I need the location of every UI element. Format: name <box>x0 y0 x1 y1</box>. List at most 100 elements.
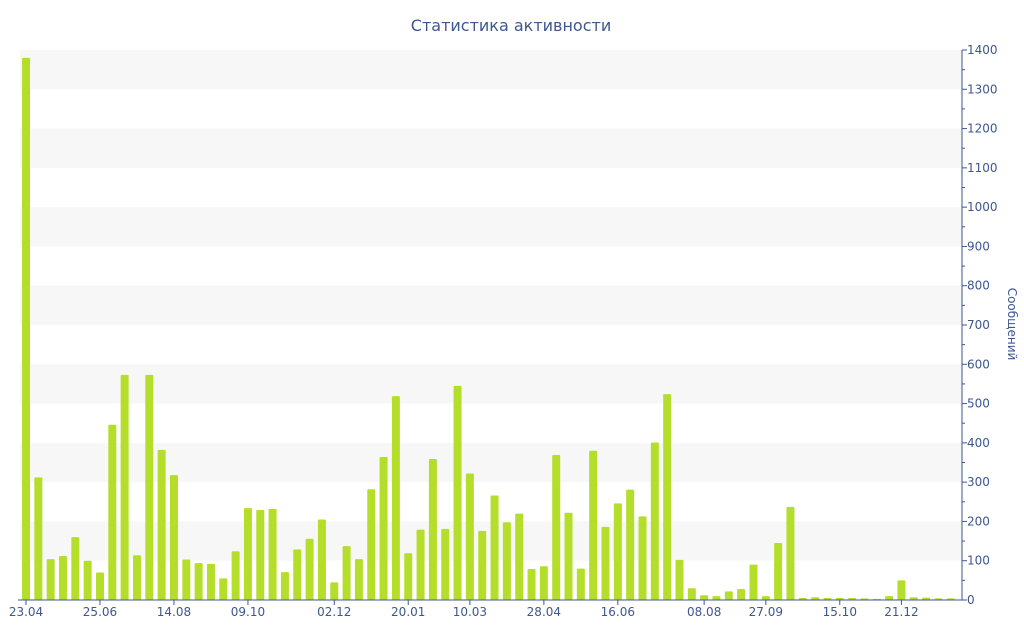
grid-band <box>20 364 962 404</box>
bar <box>330 582 339 600</box>
bar <box>83 560 92 600</box>
bar <box>490 495 499 600</box>
grid-band <box>20 285 962 325</box>
x-tick-label: 25.06 <box>83 605 117 619</box>
bar <box>786 506 795 600</box>
bar <box>749 564 758 600</box>
bar <box>206 563 215 600</box>
bar <box>601 526 610 600</box>
bar <box>589 450 598 600</box>
bar <box>712 596 721 600</box>
bar <box>132 555 141 600</box>
bar <box>576 568 585 600</box>
y-tick-label: 400 <box>967 436 990 450</box>
bar <box>219 578 228 600</box>
bar <box>22 57 30 601</box>
x-axis: 23.04 25.06 14.08 09.10 02.12 20.01 10.03 28.04… <box>9 599 962 619</box>
y-tick-label: 1000 <box>967 200 998 214</box>
bar <box>515 513 524 600</box>
y-tick-label: 300 <box>967 475 990 489</box>
bar <box>305 538 314 600</box>
y-tick-label: 600 <box>967 357 990 371</box>
y-tick-label: 1400 <box>967 43 998 57</box>
bar <box>354 559 363 600</box>
bar <box>700 595 709 600</box>
x-tick-label: 16.06 <box>601 605 635 619</box>
y-axis: 0 100 200 300 400 500 600 700 800 900 1000 1100 1200… <box>961 43 998 607</box>
bar <box>687 588 696 600</box>
y-tick-label: 0 <box>967 593 975 607</box>
bar <box>761 596 770 600</box>
grid-band <box>20 50 962 90</box>
bar <box>71 537 80 600</box>
x-tick-label: 08.08 <box>687 605 721 619</box>
bar <box>811 597 820 600</box>
bar <box>737 589 746 600</box>
bar <box>169 475 178 600</box>
bar-series <box>22 57 955 601</box>
bar <box>108 424 117 600</box>
x-tick-label: 20.01 <box>391 605 425 619</box>
y-tick-label: 1200 <box>967 122 998 136</box>
bar <box>391 396 400 600</box>
y-tick-label: 700 <box>967 318 990 332</box>
bar <box>194 563 203 600</box>
x-tick-label: 02.12 <box>317 605 351 619</box>
bar <box>922 597 931 600</box>
bar <box>243 508 252 600</box>
bar <box>280 572 289 600</box>
y-tick-label: 900 <box>967 239 990 253</box>
y-tick-label: 800 <box>967 279 990 293</box>
x-tick-label: 27.09 <box>749 605 783 619</box>
bar <box>95 572 104 600</box>
x-tick-label: 15.10 <box>823 605 857 619</box>
bar <box>564 512 573 600</box>
bar <box>663 394 672 600</box>
grid-band <box>20 128 962 168</box>
bar <box>675 559 684 600</box>
bar <box>182 559 191 600</box>
bar <box>416 529 425 600</box>
bar <box>453 385 462 600</box>
bar <box>46 559 55 600</box>
bar <box>34 477 43 600</box>
bar <box>157 449 166 600</box>
bar <box>120 374 129 600</box>
bar <box>638 516 647 600</box>
y-tick-label: 200 <box>967 514 990 528</box>
x-tick-label: 23.04 <box>9 605 43 619</box>
bar <box>897 580 906 600</box>
bar <box>404 553 413 600</box>
grid-band <box>20 207 962 247</box>
bar <box>145 374 154 600</box>
x-tick-label: 21.12 <box>884 605 918 619</box>
bar <box>774 543 783 600</box>
bar <box>441 528 450 600</box>
bar <box>428 458 437 600</box>
y-axis-label: Сообщений <box>1005 288 1019 361</box>
x-tick-label: 10.03 <box>453 605 487 619</box>
bar <box>231 551 240 600</box>
x-tick-label: 14.08 <box>157 605 191 619</box>
bar <box>293 549 302 600</box>
bar <box>268 508 277 600</box>
chart-title: Статистика активности <box>411 16 611 35</box>
y-tick-label: 500 <box>967 397 990 411</box>
bar <box>58 556 67 600</box>
bar <box>650 442 659 600</box>
bar <box>367 489 376 600</box>
bar <box>539 566 548 600</box>
grid-bands <box>20 50 962 561</box>
y-tick-label: 1300 <box>967 82 998 96</box>
y-tick-label: 1100 <box>967 161 998 175</box>
bar <box>909 597 918 600</box>
bar <box>613 503 622 600</box>
bar <box>885 596 894 600</box>
bar <box>552 455 561 600</box>
bar <box>502 522 511 600</box>
bar <box>626 489 635 600</box>
bar <box>379 457 388 600</box>
bar <box>527 568 536 600</box>
